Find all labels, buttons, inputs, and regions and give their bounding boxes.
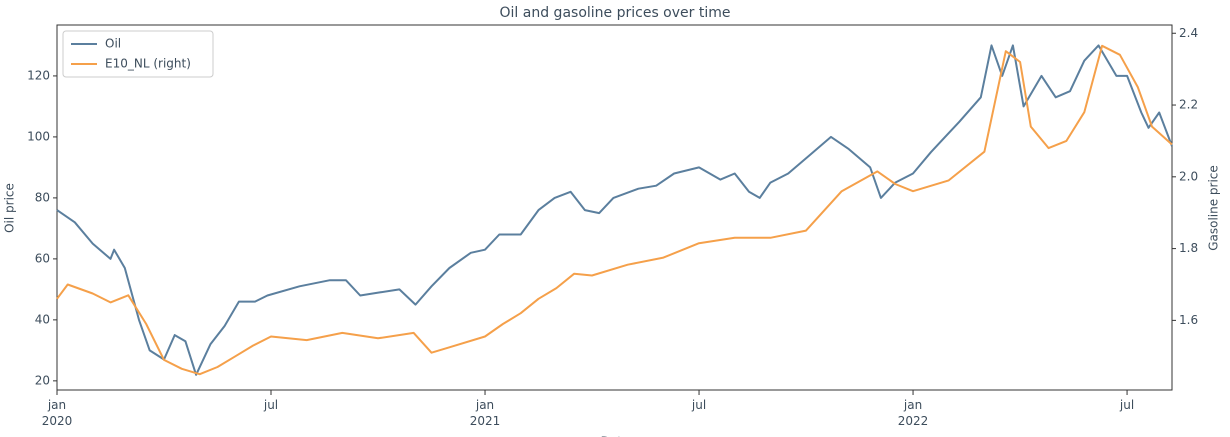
legend-label: Oil <box>105 37 121 51</box>
y-axis-label: Oil price <box>3 183 17 233</box>
y2-axis-label: Gasoline price <box>1207 165 1221 251</box>
x-axis-label: Date <box>601 435 630 437</box>
series-line <box>56 44 1173 376</box>
y-tick-label: 120 <box>27 68 50 82</box>
y-tick-label: 60 <box>35 251 50 265</box>
y2-tick-label: 2.0 <box>1179 169 1198 183</box>
chart-title: Oil and gasoline prices over time <box>500 5 731 21</box>
y2-tick-label: 2.4 <box>1179 26 1198 40</box>
x-tick-label: jan 2021 <box>470 398 501 428</box>
legend-box <box>62 30 214 78</box>
y-tick-label: 100 <box>27 129 50 143</box>
y2-tick-label: 1.8 <box>1179 241 1198 255</box>
series-line <box>56 44 1173 376</box>
plot-frame <box>56 24 1173 391</box>
y-tick-label: 80 <box>35 190 50 204</box>
legend-label: E10_NL (right) <box>105 57 191 71</box>
legend: Oil E10_NL (right) <box>62 30 214 78</box>
x-tick-label: jan 2022 <box>898 398 929 428</box>
y-tick-label: 20 <box>35 373 50 387</box>
x-tick-label: jul <box>1119 398 1134 412</box>
y-tick-label: 40 <box>35 312 50 326</box>
y2-tick-label: 1.6 <box>1179 313 1198 327</box>
x-tick-label: jan 2020 <box>42 398 73 428</box>
x-tick-label: jul <box>263 398 278 412</box>
x-tick-label: jul <box>691 398 706 412</box>
y2-tick-label: 2.2 <box>1179 98 1198 112</box>
